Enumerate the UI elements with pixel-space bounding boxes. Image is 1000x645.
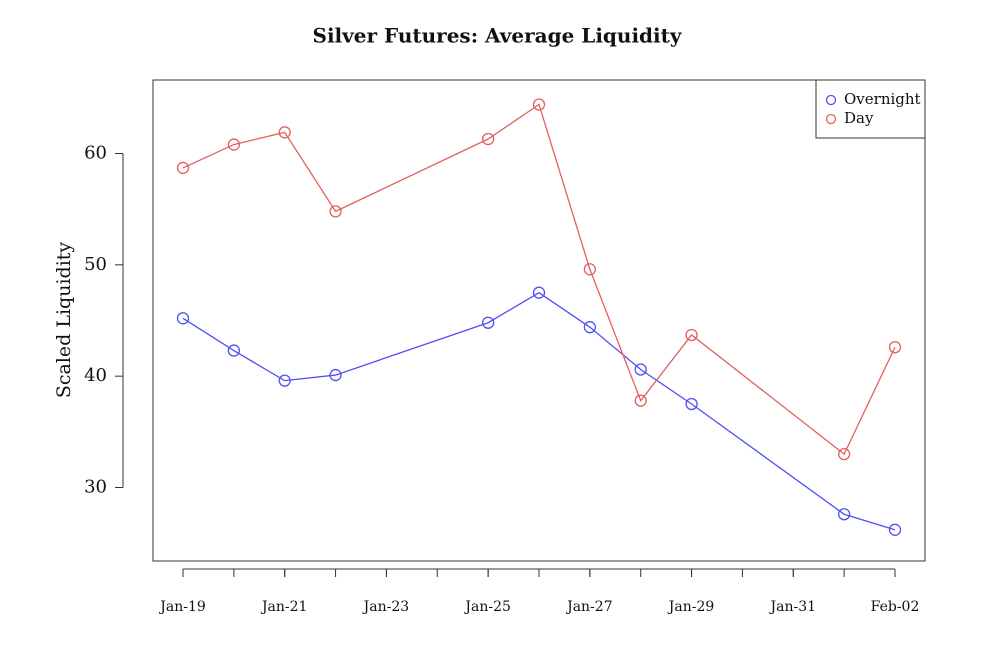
data-point <box>481 316 495 329</box>
data-point <box>227 344 241 357</box>
data-point <box>837 447 851 461</box>
x-tick-label: Jan-19 <box>158 599 206 615</box>
y-tick-label: 30 <box>84 477 107 498</box>
data-point <box>176 161 190 175</box>
data-point <box>888 523 902 536</box>
data-point <box>176 312 190 325</box>
data-point <box>837 508 851 521</box>
y-tick-label: 60 <box>84 142 107 163</box>
data-point <box>481 132 495 146</box>
data-point <box>227 138 241 151</box>
data-point <box>888 341 902 354</box>
series-line <box>182 291 896 531</box>
data-point <box>583 321 597 334</box>
plot-frame <box>152 79 926 562</box>
legend-box <box>815 79 926 139</box>
data-point <box>583 263 597 276</box>
y-tick-label: 40 <box>84 365 107 386</box>
data-point <box>329 368 342 382</box>
data-point <box>634 394 647 407</box>
chart-title: Silver Futures: Average Liquidity <box>313 24 683 48</box>
data-point <box>329 205 342 218</box>
x-tick-label: Jan-25 <box>463 599 511 615</box>
data-point <box>278 126 291 139</box>
legend-marker <box>825 94 837 106</box>
data-point <box>685 328 698 342</box>
data-point <box>532 286 546 299</box>
x-tick-label: Jan-31 <box>769 599 817 615</box>
x-tick-label: Jan-27 <box>565 599 613 615</box>
y-axis-label: Scaled Liquidity <box>53 242 75 399</box>
data-point <box>685 397 698 411</box>
legend-marker <box>825 113 837 125</box>
x-tick-label: Jan-23 <box>362 599 410 615</box>
y-tick-label: 50 <box>84 254 107 275</box>
legend-label: Day <box>844 109 874 127</box>
data-point <box>634 363 647 376</box>
data-point <box>532 98 546 111</box>
x-tick-label: Feb-02 <box>871 599 920 615</box>
series-line <box>182 103 896 456</box>
data-point <box>278 374 291 387</box>
x-tick-label: Jan-21 <box>260 599 308 615</box>
x-tick-label: Jan-29 <box>667 599 715 615</box>
legend-label: Overnight <box>844 90 921 108</box>
